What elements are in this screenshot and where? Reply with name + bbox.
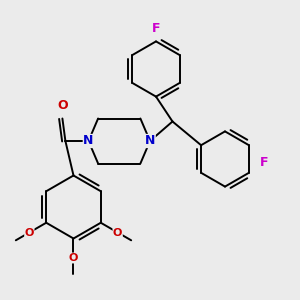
- Text: O: O: [25, 227, 34, 238]
- Text: O: O: [57, 99, 68, 112]
- Text: O: O: [69, 253, 78, 263]
- Text: F: F: [260, 155, 269, 169]
- Text: F: F: [152, 22, 160, 35]
- Text: N: N: [83, 134, 94, 148]
- Text: O: O: [113, 227, 122, 238]
- Text: N: N: [145, 134, 155, 148]
